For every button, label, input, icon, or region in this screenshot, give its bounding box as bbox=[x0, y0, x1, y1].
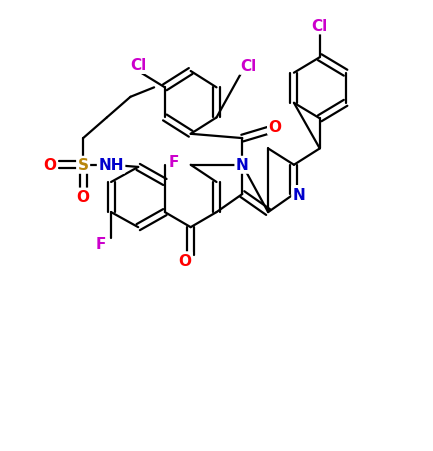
Text: O: O bbox=[77, 190, 90, 205]
Text: NH: NH bbox=[98, 158, 124, 173]
Text: F: F bbox=[168, 155, 179, 170]
Text: O: O bbox=[178, 253, 191, 268]
Text: O: O bbox=[268, 119, 281, 134]
Text: F: F bbox=[96, 236, 107, 251]
Text: N: N bbox=[293, 187, 305, 202]
Text: S: S bbox=[78, 158, 89, 173]
Text: Cl: Cl bbox=[312, 19, 328, 34]
Text: N: N bbox=[236, 158, 249, 173]
Text: Cl: Cl bbox=[130, 58, 146, 74]
Text: O: O bbox=[43, 158, 56, 173]
Text: Cl: Cl bbox=[240, 59, 256, 74]
